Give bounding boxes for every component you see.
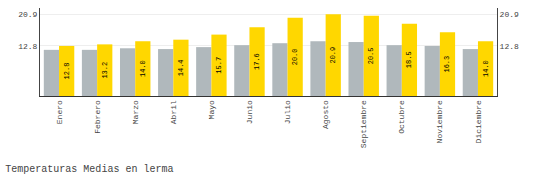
svg-text:Junio: Junio bbox=[245, 100, 254, 124]
svg-text:Diciembre: Diciembre bbox=[474, 100, 483, 143]
svg-text:20.9: 20.9 bbox=[329, 47, 337, 64]
svg-text:Enero: Enero bbox=[55, 100, 64, 124]
svg-text:12.8: 12.8 bbox=[500, 42, 519, 51]
svg-text:20.0: 20.0 bbox=[291, 48, 299, 65]
svg-text:15.7: 15.7 bbox=[215, 57, 223, 74]
svg-text:12.8: 12.8 bbox=[63, 63, 71, 80]
svg-text:16.3: 16.3 bbox=[443, 56, 451, 73]
svg-text:13.2: 13.2 bbox=[101, 62, 109, 79]
svg-text:Mayo: Mayo bbox=[207, 100, 216, 119]
svg-text:Octubre: Octubre bbox=[397, 100, 406, 134]
svg-text:20.9: 20.9 bbox=[500, 10, 519, 19]
svg-text:Temperaturas Medias en lerma: Temperaturas Medias en lerma bbox=[5, 164, 173, 174]
svg-text:17.6: 17.6 bbox=[253, 53, 261, 70]
svg-text:Marzo: Marzo bbox=[131, 100, 140, 124]
svg-text:Julio: Julio bbox=[283, 100, 292, 124]
svg-text:14.0: 14.0 bbox=[139, 60, 147, 77]
svg-text:12.8: 12.8 bbox=[18, 42, 37, 51]
svg-text:20.9: 20.9 bbox=[18, 10, 37, 19]
svg-text:14.0: 14.0 bbox=[482, 60, 490, 77]
svg-text:Noviembre: Noviembre bbox=[435, 100, 444, 143]
svg-text:Septiembre: Septiembre bbox=[359, 100, 368, 148]
svg-text:Abril: Abril bbox=[169, 100, 178, 124]
svg-text:20.5: 20.5 bbox=[367, 48, 375, 65]
svg-text:Febrero: Febrero bbox=[93, 100, 102, 134]
svg-text:Agosto: Agosto bbox=[321, 100, 330, 129]
svg-text:18.5: 18.5 bbox=[405, 51, 413, 68]
svg-text:14.4: 14.4 bbox=[177, 59, 185, 76]
